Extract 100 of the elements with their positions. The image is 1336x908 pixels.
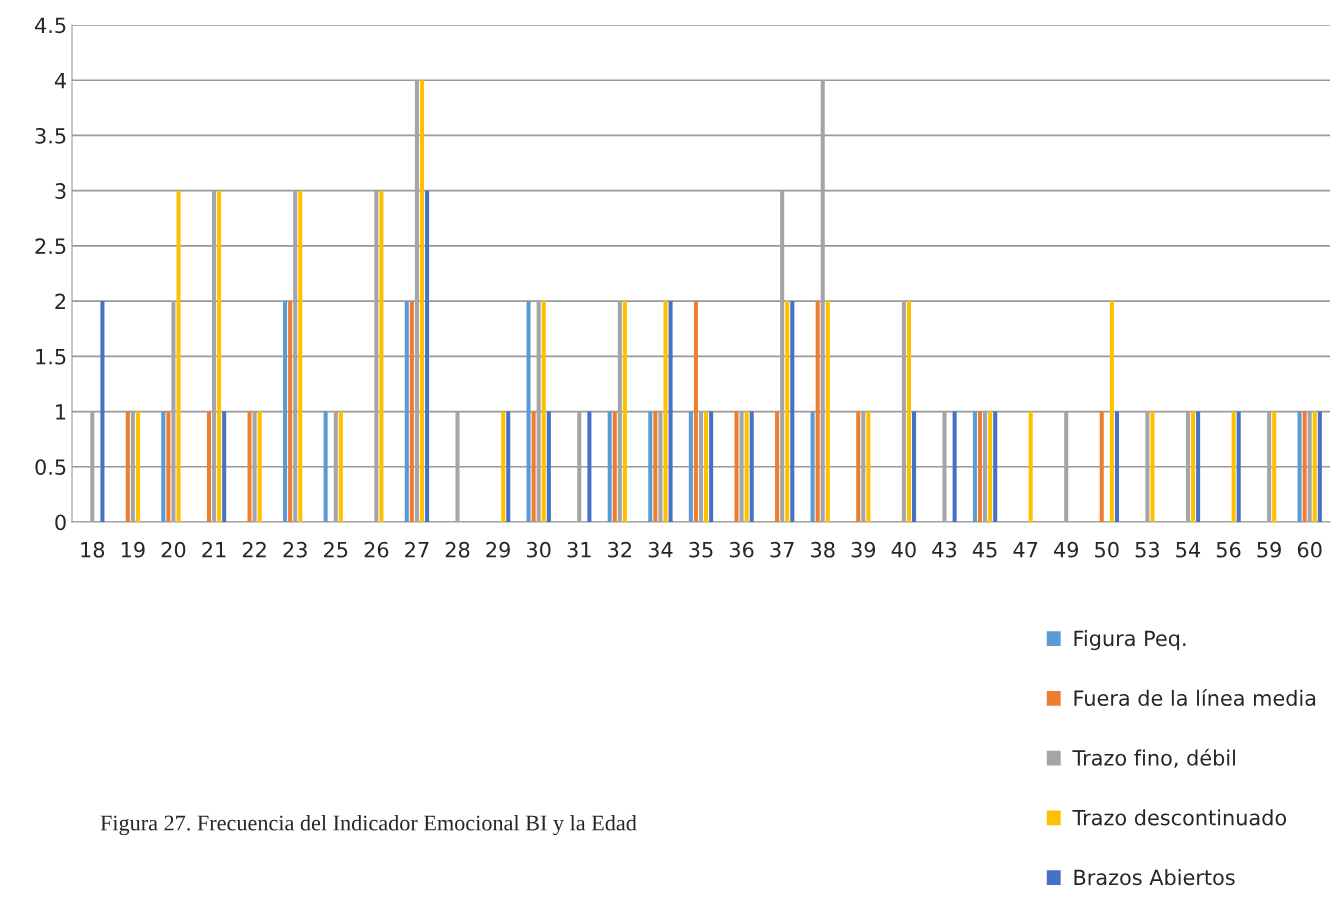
bar (176, 190, 181, 522)
bar (815, 301, 820, 522)
x-tick-label: 50 (1095, 541, 1119, 558)
x-tick-label: 31 (567, 541, 591, 558)
x-tick-label: 49 (1053, 541, 1079, 558)
bar (709, 411, 714, 522)
bar (663, 301, 668, 522)
bar (531, 411, 536, 522)
bar (785, 301, 790, 522)
bar (409, 301, 414, 522)
bar (166, 411, 171, 522)
bar (541, 301, 546, 522)
bar (1196, 411, 1201, 522)
bar (749, 411, 754, 522)
bar (1317, 411, 1322, 522)
x-tick-label: 43 (932, 541, 957, 558)
bar (247, 411, 252, 522)
text: Figura 27. Frecuencia del Indicador Emocional BI y la Edad (100, 814, 637, 836)
bar (206, 411, 211, 522)
bar (161, 411, 166, 522)
x-tick-label: 54 (1176, 542, 1201, 558)
bar (688, 411, 693, 522)
x-tick-label: 25 (324, 541, 348, 558)
bar (704, 411, 709, 522)
bar (298, 190, 303, 522)
bar (607, 411, 612, 522)
bar (988, 411, 993, 522)
bar (1191, 411, 1196, 522)
y-tick-label: 3.5 (35, 127, 66, 144)
legend-label: Trazo descontinuado (1072, 809, 1287, 826)
bar (425, 190, 430, 522)
bar (1236, 411, 1241, 522)
bar (257, 411, 262, 522)
bar (501, 411, 506, 522)
legend-label: Trazo fino, débil (1072, 748, 1235, 768)
bar (912, 411, 917, 522)
x-tick-label: 18 (81, 541, 105, 558)
bar (972, 411, 977, 522)
bar (135, 411, 140, 522)
y-tick-label: 0 (55, 514, 66, 531)
bar (546, 411, 551, 522)
bar (952, 411, 957, 522)
y-tick-label: 1.5 (36, 349, 66, 365)
bar (810, 411, 815, 522)
bar (825, 301, 830, 522)
bar (526, 301, 531, 522)
x-tick-label: 38 (811, 541, 835, 558)
bar (856, 411, 861, 522)
bar (217, 190, 222, 522)
bar (1297, 411, 1302, 522)
bar (653, 411, 658, 522)
legend-label: Fuera de la línea media (1074, 689, 1316, 706)
x-tick-label: 56 (1216, 541, 1241, 558)
x-tick-label: 60 (1297, 541, 1322, 558)
x-tick-label: 36 (729, 541, 754, 558)
y-tick-label: 4 (54, 72, 66, 89)
legend-label: Figura Peq. (1074, 630, 1186, 651)
x-tick-label: 39 (851, 541, 876, 558)
bar (323, 411, 328, 522)
bar (734, 411, 739, 522)
bar (338, 411, 343, 522)
bar (977, 411, 983, 522)
x-tick-label: 23 (283, 541, 307, 558)
y-tick-label: 0.5 (35, 459, 66, 475)
bar (993, 411, 998, 522)
bar (744, 411, 749, 522)
bar (100, 301, 105, 522)
bar (775, 411, 780, 522)
x-tick-label: 29 (486, 541, 510, 558)
bar (379, 190, 384, 522)
bar (222, 411, 227, 522)
x-tick-label: 30 (527, 541, 551, 558)
bar (1099, 411, 1104, 522)
bar (419, 80, 425, 522)
x-tick-label: 20 (161, 541, 186, 558)
bar (1150, 411, 1155, 522)
x-tick-label: 35 (689, 541, 713, 558)
x-tick-label: 37 (770, 541, 794, 558)
y-tick-label: 2.5 (35, 238, 66, 255)
legend-label: Brazos Abiertos (1074, 869, 1235, 886)
y-tick-label: 2 (55, 293, 66, 310)
y-tick-label: 3 (55, 183, 66, 199)
bar (1109, 301, 1114, 522)
bar (1312, 411, 1317, 522)
bar (506, 411, 511, 522)
bar (693, 301, 698, 522)
x-tick-label: 34 (648, 541, 673, 558)
x-tick-label: 47 (1013, 542, 1038, 558)
bar (1272, 411, 1277, 522)
y-tick-label: 4.5 (35, 17, 66, 34)
bar (790, 301, 795, 522)
bar (906, 301, 911, 522)
bar (622, 301, 627, 522)
bar (612, 411, 617, 522)
x-tick-label: 32 (608, 541, 632, 558)
x-tick-label: 28 (445, 541, 470, 558)
y-tick-label: 1 (56, 404, 66, 420)
bar (288, 301, 293, 522)
bar (648, 411, 653, 522)
bar (404, 301, 409, 522)
